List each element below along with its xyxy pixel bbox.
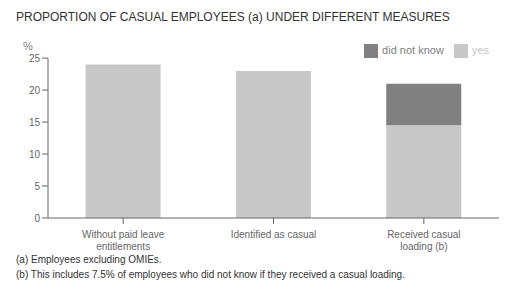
svg-text:Identified as casual: Identified as casual: [231, 229, 317, 240]
svg-text:20: 20: [29, 85, 41, 96]
svg-text:Without paid leaveentitlements: Without paid leaveentitlements: [82, 229, 165, 252]
html-text:yes: yes: [471, 44, 489, 56]
svg-text:Received casualloading (b): Received casualloading (b): [387, 229, 460, 252]
html-text:(a) Employees excluding OMIEs.: (a) Employees excluding OMIEs.: [16, 254, 162, 265]
svg-text:5: 5: [34, 181, 40, 192]
svg-text:10: 10: [29, 149, 41, 160]
svg-text:%: %: [23, 40, 33, 52]
html-text:(b) This includes 7.5% of empl: (b) This includes 7.5% of employees who …: [16, 269, 405, 280]
svg-text:15: 15: [29, 117, 41, 128]
html-text:did not know: did not know: [382, 44, 444, 56]
svg-text:0: 0: [34, 213, 40, 224]
svg-text:25: 25: [29, 53, 41, 64]
html-text:PROPORTION OF CASUAL EMPLOYEES: PROPORTION OF CASUAL EMPLOYEES (a) UNDER…: [16, 10, 450, 24]
